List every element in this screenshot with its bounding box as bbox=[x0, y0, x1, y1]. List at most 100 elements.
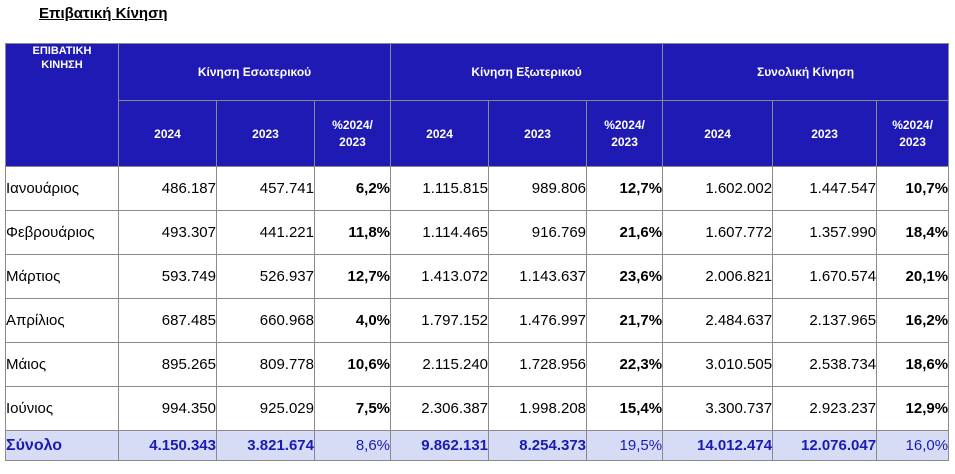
group-header-total: Συνολική Κίνηση bbox=[662, 43, 950, 101]
col-header-pct-line2: 2023 bbox=[899, 134, 926, 149]
international-2024-cell: 1.797.152 bbox=[390, 298, 490, 343]
group-header-domestic: Κίνηση Εσωτερικού bbox=[117, 43, 392, 101]
col-header-year: 2023 bbox=[772, 100, 878, 167]
international-pct-cell: 15,4% bbox=[586, 386, 664, 431]
total-pct-cell: 16,2% bbox=[876, 298, 950, 343]
page-title: Επιβατική Κίνηση bbox=[39, 5, 168, 22]
total-2024-cell: 2.006.821 bbox=[662, 254, 774, 299]
international-2023-cell: 1.728.956 bbox=[488, 342, 588, 387]
international-2023-cell: 1.143.637 bbox=[488, 254, 588, 299]
total-2023-cell: 1.447.547 bbox=[772, 166, 878, 211]
total-pct-cell: 18,6% bbox=[876, 342, 950, 387]
domestic-2024-cell: 493.307 bbox=[118, 210, 217, 255]
total-domestic-2024-cell: 4.150.343 bbox=[118, 430, 217, 461]
domestic-2023-cell: 526.937 bbox=[216, 254, 315, 299]
domestic-2024-cell: 486.187 bbox=[118, 166, 217, 211]
col-header-year: 2024 bbox=[118, 100, 217, 167]
month-cell: Μάιος bbox=[5, 342, 119, 387]
col-header-year: 2023 bbox=[488, 100, 588, 167]
international-2023-cell: 916.769 bbox=[488, 210, 588, 255]
corner-header: ΕΠΙΒΑΤΙΚΗ ΚΙΝΗΣΗ bbox=[5, 43, 119, 167]
month-cell: Φεβρουάριος bbox=[5, 210, 119, 255]
col-header-year: 2024 bbox=[662, 100, 774, 167]
table-row: Μάρτιος 593.749 526.937 12,7% 1.413.072 … bbox=[5, 254, 950, 299]
corner-header-line1: ΕΠΙΒΑΤΙΚΗ bbox=[32, 45, 92, 57]
total-2024-cell: 1.607.772 bbox=[662, 210, 774, 255]
col-header-pct: %2024/2023 bbox=[313, 100, 392, 167]
domestic-pct-cell: 10,6% bbox=[313, 342, 392, 387]
domestic-pct-cell: 11,8% bbox=[313, 210, 392, 255]
month-cell: Απρίλιος bbox=[5, 298, 119, 343]
col-header-pct-line1: %2024/ bbox=[892, 117, 933, 132]
domestic-2023-cell: 925.029 bbox=[216, 386, 315, 431]
table-row: Απρίλιος 687.485 660.968 4,0% 1.797.152 … bbox=[5, 298, 950, 343]
total-total-pct-cell: 16,0% bbox=[876, 430, 950, 461]
col-header-pct-line2: 2023 bbox=[339, 134, 366, 149]
passenger-traffic-table: ΕΠΙΒΑΤΙΚΗ ΚΙΝΗΣΗ Κίνηση Εσωτερικού Κίνησ… bbox=[5, 43, 950, 461]
domestic-pct-cell: 6,2% bbox=[313, 166, 392, 211]
total-row: Σύνολο 4.150.343 3.821.674 8,6% 9.862.13… bbox=[5, 430, 950, 461]
total-total-2024-cell: 14.012.474 bbox=[662, 430, 774, 461]
total-total-2023-cell: 12.076.047 bbox=[772, 430, 878, 461]
total-2023-cell: 2.137.965 bbox=[772, 298, 878, 343]
total-2024-cell: 3.010.505 bbox=[662, 342, 774, 387]
table-row: Μάιος 895.265 809.778 10,6% 2.115.240 1.… bbox=[5, 342, 950, 387]
col-header-year: 2024 bbox=[390, 100, 490, 167]
total-domestic-pct-cell: 8,6% bbox=[313, 430, 392, 461]
domestic-2023-cell: 809.778 bbox=[216, 342, 315, 387]
month-cell: Ιούνιος bbox=[5, 386, 119, 431]
total-2023-cell: 2.538.734 bbox=[772, 342, 878, 387]
col-header-pct: %2024/2023 bbox=[876, 100, 950, 167]
group-header-international: Κίνηση Εξωτερικού bbox=[390, 43, 664, 101]
international-2024-cell: 2.115.240 bbox=[390, 342, 490, 387]
international-pct-cell: 21,7% bbox=[586, 298, 664, 343]
month-cell: Μάρτιος bbox=[5, 254, 119, 299]
total-2024-cell: 2.484.637 bbox=[662, 298, 774, 343]
col-header-pct-line1: %2024/ bbox=[604, 117, 645, 132]
col-header-pct-line1: %2024/ bbox=[332, 117, 373, 132]
domestic-2023-cell: 441.221 bbox=[216, 210, 315, 255]
international-2024-cell: 1.114.465 bbox=[390, 210, 490, 255]
domestic-2023-cell: 457.741 bbox=[216, 166, 315, 211]
international-2024-cell: 1.413.072 bbox=[390, 254, 490, 299]
domestic-pct-cell: 7,5% bbox=[313, 386, 392, 431]
domestic-2024-cell: 895.265 bbox=[118, 342, 217, 387]
domestic-2024-cell: 994.350 bbox=[118, 386, 217, 431]
table-row: Ιανουάριος 486.187 457.741 6,2% 1.115.81… bbox=[5, 166, 950, 211]
domestic-pct-cell: 12,7% bbox=[313, 254, 392, 299]
total-pct-cell: 20,1% bbox=[876, 254, 950, 299]
total-label-cell: Σύνολο bbox=[5, 430, 119, 461]
international-2023-cell: 1.998.208 bbox=[488, 386, 588, 431]
col-header-pct-line2: 2023 bbox=[611, 134, 638, 149]
domestic-2024-cell: 593.749 bbox=[118, 254, 217, 299]
total-2024-cell: 3.300.737 bbox=[662, 386, 774, 431]
international-pct-cell: 21,6% bbox=[586, 210, 664, 255]
international-pct-cell: 23,6% bbox=[586, 254, 664, 299]
total-international-pct-cell: 19,5% bbox=[586, 430, 664, 461]
total-international-2024-cell: 9.862.131 bbox=[390, 430, 490, 461]
total-2023-cell: 1.357.990 bbox=[772, 210, 878, 255]
international-2023-cell: 989.806 bbox=[488, 166, 588, 211]
total-2024-cell: 1.602.002 bbox=[662, 166, 774, 211]
total-2023-cell: 2.923.237 bbox=[772, 386, 878, 431]
total-pct-cell: 18,4% bbox=[876, 210, 950, 255]
table-row: Φεβρουάριος 493.307 441.221 11,8% 1.114.… bbox=[5, 210, 950, 255]
international-2024-cell: 2.306.387 bbox=[390, 386, 490, 431]
international-2023-cell: 1.476.997 bbox=[488, 298, 588, 343]
total-pct-cell: 12,9% bbox=[876, 386, 950, 431]
domestic-2023-cell: 660.968 bbox=[216, 298, 315, 343]
col-header-pct: %2024/2023 bbox=[586, 100, 664, 167]
total-international-2023-cell: 8.254.373 bbox=[488, 430, 588, 461]
table-row: Ιούνιος 994.350 925.029 7,5% 2.306.387 1… bbox=[5, 386, 950, 431]
domestic-pct-cell: 4,0% bbox=[313, 298, 392, 343]
international-2024-cell: 1.115.815 bbox=[390, 166, 490, 211]
total-2023-cell: 1.670.574 bbox=[772, 254, 878, 299]
total-domestic-2023-cell: 3.821.674 bbox=[216, 430, 315, 461]
corner-header-line2: ΚΙΝΗΣΗ bbox=[41, 59, 83, 71]
international-pct-cell: 22,3% bbox=[586, 342, 664, 387]
col-header-year: 2023 bbox=[216, 100, 315, 167]
international-pct-cell: 12,7% bbox=[586, 166, 664, 211]
month-cell: Ιανουάριος bbox=[5, 166, 119, 211]
domestic-2024-cell: 687.485 bbox=[118, 298, 217, 343]
total-pct-cell: 10,7% bbox=[876, 166, 950, 211]
